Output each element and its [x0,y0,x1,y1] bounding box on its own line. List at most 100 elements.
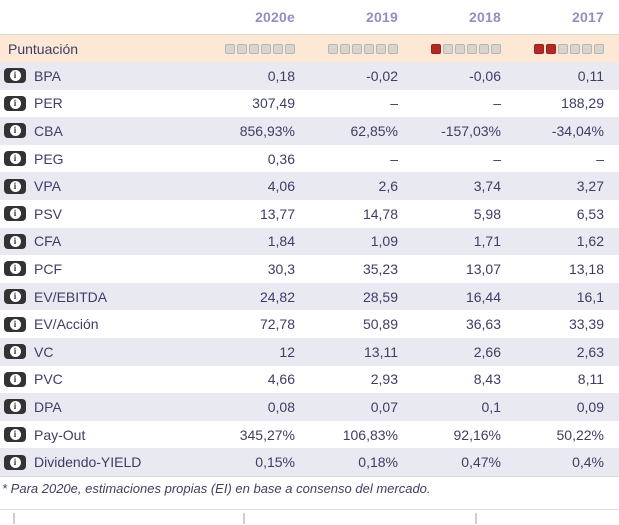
metric-value: 0,07 [370,398,398,415]
metric-value: 0,08 [267,398,295,415]
bottom-strip [0,508,619,525]
info-icon[interactable]: i [4,344,26,360]
metric-value: 0,18 [267,67,295,84]
metric-label: EV/Acción [34,316,99,333]
metric-value: 8,11 [577,371,604,388]
score-square-empty [261,43,271,54]
metric-value: 2,6 [378,178,398,195]
metric-label: VPA [34,178,61,195]
metric-value: -34,04% [551,122,604,139]
score-square-empty [467,43,477,54]
score-cell [501,43,604,54]
table-body: i BPA 0,18 -0,02 -0,06 0,11 i PER 307,49… [0,62,619,476]
metric-label: PCF [34,260,62,277]
score-square-empty [340,43,350,54]
metric-label: PEG [34,150,64,167]
metric-value: 0,18% [358,454,398,471]
info-icon[interactable]: i [4,427,26,443]
metric-value: 16,44 [465,288,501,305]
table-row: i CBA 856,93% 62,85% -157,03% -34,04% [0,117,619,145]
info-icon[interactable]: i [4,68,26,84]
metric-value: 2,93 [370,371,398,388]
metric-label: PSV [34,205,63,222]
column-header-2019: 2019 [366,9,398,25]
metric-label-cell: i EV/EBITDA [0,289,192,305]
score-square-empty [376,43,386,54]
info-icon-glyph: i [9,263,21,275]
metric-label-cell: i CBA [0,123,192,139]
score-square-empty [273,43,283,54]
table-row: i EV/Acción 72,78 50,89 36,63 33,39 [0,310,619,338]
metric-value: 4,06 [267,178,295,195]
info-icon-glyph: i [9,153,21,165]
info-icon-glyph: i [9,456,21,468]
metric-value: 1,71 [473,233,501,250]
score-square-empty [249,43,259,54]
info-icon-glyph: i [9,318,21,330]
metric-label-cell: i CFA [0,233,192,249]
score-square-empty [237,43,247,54]
score-square-empty [328,43,338,54]
metric-value: 0,47% [461,454,501,471]
info-icon-glyph: i [9,346,21,358]
metric-label-cell: i EV/Acción [0,316,192,332]
metric-value: 92,16% [453,426,501,443]
info-icon[interactable]: i [4,151,26,167]
info-icon[interactable]: i [4,233,26,249]
metric-value: – [493,150,501,167]
score-cell [192,43,295,54]
score-square-empty [491,43,501,54]
info-icon[interactable]: i [4,206,26,222]
metric-label: Dividendo-YIELD [34,454,142,471]
metric-value: 307,49 [252,95,295,112]
metric-value: 2,63 [576,343,604,360]
info-icon[interactable]: i [4,95,26,111]
info-icon-glyph: i [9,373,21,385]
metric-value: 856,93% [239,122,295,139]
metric-value: 16,1 [576,288,604,305]
score-square-empty [285,43,295,54]
info-icon-glyph: i [9,429,21,441]
info-icon[interactable]: i [4,316,26,332]
info-icon-glyph: i [9,208,21,220]
metric-value: 1,09 [370,233,398,250]
info-icon-glyph: i [9,125,21,137]
metric-value: 188,29 [561,95,604,112]
metric-label-cell: i DPA [0,399,192,415]
metric-value: 28,59 [362,288,398,305]
info-icon-glyph: i [9,70,21,82]
info-icon-glyph: i [9,291,21,303]
info-icon-glyph: i [9,97,21,109]
metric-value: 35,23 [362,260,398,277]
info-icon[interactable]: i [4,123,26,139]
metric-label-cell: i BPA [0,68,192,84]
info-icon[interactable]: i [4,261,26,277]
metric-label-cell: i PVC [0,371,192,387]
metric-value: 36,63 [465,316,501,333]
metric-value: 0,1 [481,398,501,415]
column-header-2020e: 2020e [255,9,295,25]
metric-value: 1,62 [576,233,604,250]
metric-value: 33,39 [568,316,604,333]
score-cell [398,43,501,54]
info-icon[interactable]: i [4,399,26,415]
info-icon[interactable]: i [4,371,26,387]
metric-label: PVC [34,371,63,388]
metric-value: 0,4% [572,454,604,471]
score-square-empty [443,43,453,54]
info-icon[interactable]: i [4,178,26,194]
metric-value: 13,77 [259,205,295,222]
metric-label-cell: i VPA [0,178,192,194]
metric-value: 24,82 [259,288,295,305]
metric-value: – [390,95,398,112]
metric-value: -0,02 [366,67,398,84]
info-icon[interactable]: i [4,289,26,305]
divider-tick [13,512,15,524]
metric-label-cell: i Pay-Out [0,427,192,443]
metric-value: 106,83% [342,426,398,443]
metric-value: 12 [279,343,295,360]
divider-tick [475,512,477,524]
info-icon-glyph: i [9,401,21,413]
metric-value: 5,98 [473,205,501,222]
info-icon[interactable]: i [4,454,26,470]
